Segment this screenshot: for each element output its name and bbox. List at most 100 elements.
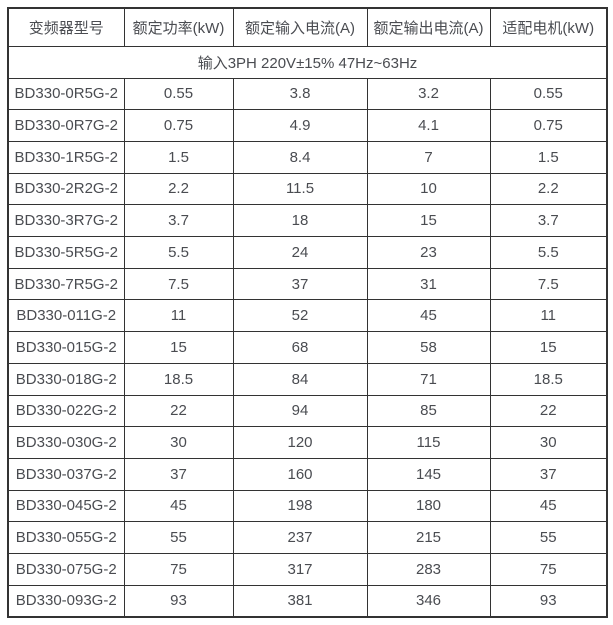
adapted-motor-cell: 5.5 [489,236,608,269]
model-cell: BD330-030G-2 [7,426,125,459]
adapted-motor-cell: 2.2 [489,172,608,206]
table-row: BD330-022G-2 22 94 85 22 [7,394,608,428]
rated-input-current-cell: 84 [232,362,368,396]
model-cell: BD330-0R7G-2 [7,109,125,142]
rated-output-current-cell: 283 [366,553,491,586]
rated-output-current-cell: 23 [366,236,491,269]
header-model: 变频器型号 [7,7,125,47]
table-row: BD330-1R5G-2 1.5 8.4 7 1.5 [7,140,608,174]
adapted-motor-cell: 22 [489,394,608,428]
header-rated-input-current: 额定输入电流(A) [232,7,368,47]
table-row: BD330-055G-2 55 237 215 55 [7,521,608,555]
rated-power-cell: 3.7 [123,204,234,238]
table-row: BD330-7R5G-2 7.5 37 31 7.5 [7,267,608,301]
table-row: BD330-018G-2 18.5 84 71 18.5 [7,362,608,396]
rated-output-current-cell: 45 [366,299,491,333]
adapted-motor-cell: 3.7 [489,204,608,238]
rated-output-current-cell: 85 [366,394,491,428]
rated-output-current-cell: 71 [366,362,491,396]
rated-output-current-cell: 145 [366,457,491,491]
rated-input-current-cell: 4.9 [232,109,368,142]
model-cell: BD330-3R7G-2 [7,204,125,238]
adapted-motor-cell: 55 [489,521,608,555]
table-header: 变频器型号 额定功率(kW) 额定输入电流(A) 额定输出电流(A) 适配电机(… [7,7,608,79]
model-cell: BD330-0R5G-2 [7,77,125,111]
model-cell: BD330-045G-2 [7,489,125,523]
rated-input-current-cell: 11.5 [232,172,368,206]
rated-input-current-cell: 160 [232,457,368,491]
rated-power-cell: 0.55 [123,77,234,111]
rated-input-current-cell: 37 [232,267,368,301]
rated-power-cell: 22 [123,394,234,428]
rated-output-current-cell: 15 [366,204,491,238]
table-row: BD330-015G-2 15 68 58 15 [7,331,608,364]
adapted-motor-cell: 37 [489,457,608,491]
rated-power-cell: 18.5 [123,362,234,396]
model-cell: BD330-037G-2 [7,457,125,491]
rated-power-cell: 5.5 [123,236,234,269]
rated-output-current-cell: 31 [366,267,491,301]
rated-power-cell: 7.5 [123,267,234,301]
header-rated-output-current: 额定输出电流(A) [366,7,491,47]
rated-input-current-cell: 8.4 [232,140,368,174]
table-row: BD330-5R5G-2 5.5 24 23 5.5 [7,236,608,269]
rated-output-current-cell: 115 [366,426,491,459]
adapted-motor-cell: 11 [489,299,608,333]
model-cell: BD330-1R5G-2 [7,140,125,174]
model-cell: BD330-7R5G-2 [7,267,125,301]
rated-power-cell: 93 [123,584,234,618]
input-spec-text: 输入3PH 220V±15% 47Hz~63Hz [7,45,608,79]
rated-power-cell: 30 [123,426,234,459]
rated-input-current-cell: 198 [232,489,368,523]
table-row: BD330-011G-2 11 52 45 11 [7,299,608,333]
rated-output-current-cell: 4.1 [366,109,491,142]
table-row: BD330-0R5G-2 0.55 3.8 3.2 0.55 [7,77,608,111]
rated-input-current-cell: 381 [232,584,368,618]
adapted-motor-cell: 0.75 [489,109,608,142]
adapted-motor-cell: 75 [489,553,608,586]
rated-power-cell: 15 [123,331,234,364]
table-row: BD330-2R2G-2 2.2 11.5 10 2.2 [7,172,608,206]
model-cell: BD330-011G-2 [7,299,125,333]
rated-output-current-cell: 180 [366,489,491,523]
rated-power-cell: 0.75 [123,109,234,142]
adapted-motor-cell: 30 [489,426,608,459]
input-spec-row: 输入3PH 220V±15% 47Hz~63Hz [7,45,608,79]
table-row: BD330-030G-2 30 120 115 30 [7,426,608,459]
rated-output-current-cell: 58 [366,331,491,364]
rated-input-current-cell: 3.8 [232,77,368,111]
table-row: BD330-075G-2 75 317 283 75 [7,553,608,586]
rated-power-cell: 55 [123,521,234,555]
rated-power-cell: 11 [123,299,234,333]
model-cell: BD330-015G-2 [7,331,125,364]
table-row: BD330-093G-2 93 381 346 93 [7,584,608,618]
model-cell: BD330-022G-2 [7,394,125,428]
adapted-motor-cell: 93 [489,584,608,618]
rated-power-cell: 45 [123,489,234,523]
model-cell: BD330-018G-2 [7,362,125,396]
rated-input-current-cell: 317 [232,553,368,586]
table-body: BD330-0R5G-2 0.55 3.8 3.2 0.55 BD330-0R7G-2 0.… [7,77,608,618]
table-row: BD330-045G-2 45 198 180 45 [7,489,608,523]
header-row: 变频器型号 额定功率(kW) 额定输入电流(A) 额定输出电流(A) 适配电机(… [7,7,608,47]
model-cell: BD330-093G-2 [7,584,125,618]
rated-output-current-cell: 346 [366,584,491,618]
rated-input-current-cell: 18 [232,204,368,238]
adapted-motor-cell: 45 [489,489,608,523]
rated-power-cell: 2.2 [123,172,234,206]
model-cell: BD330-075G-2 [7,553,125,586]
rated-output-current-cell: 7 [366,140,491,174]
model-cell: BD330-055G-2 [7,521,125,555]
table-row: BD330-3R7G-2 3.7 18 15 3.7 [7,204,608,238]
adapted-motor-cell: 18.5 [489,362,608,396]
rated-output-current-cell: 3.2 [366,77,491,111]
rated-output-current-cell: 10 [366,172,491,206]
table-row: BD330-037G-2 37 160 145 37 [7,457,608,491]
rated-output-current-cell: 215 [366,521,491,555]
header-adapted-motor: 适配电机(kW) [489,7,608,47]
rated-input-current-cell: 237 [232,521,368,555]
rated-power-cell: 1.5 [123,140,234,174]
adapted-motor-cell: 7.5 [489,267,608,301]
rated-input-current-cell: 24 [232,236,368,269]
inverter-spec-table: 变频器型号 额定功率(kW) 额定输入电流(A) 额定输出电流(A) 适配电机(… [7,7,608,618]
